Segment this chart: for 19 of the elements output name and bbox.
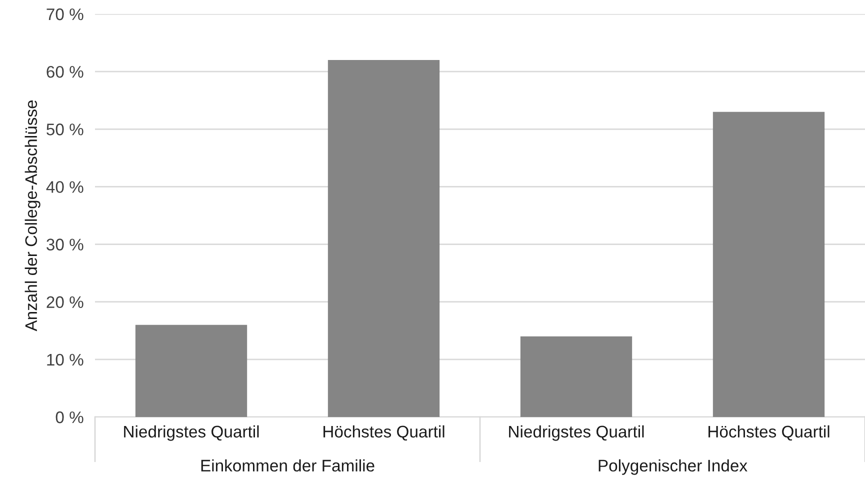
y-tick-label: 30 % — [46, 238, 84, 250]
bar — [328, 60, 440, 417]
y-tick-label: 0 % — [56, 411, 84, 424]
x-tick-label: Höchstes Quartil — [324, 425, 444, 441]
y-axis-title: Anzahl der College-Abschlüsse — [24, 100, 40, 332]
bar — [135, 324, 248, 417]
x-tick-label: Niedrigstes Quartil — [509, 425, 644, 441]
y-tick-label: 20 % — [46, 296, 84, 308]
x-tick-label: Niedrigstes Quartil — [124, 425, 259, 441]
bar — [712, 112, 825, 417]
text: Polygenischer Index — [598, 459, 748, 475]
y-tick-label: 50 % — [46, 124, 84, 136]
y-tick-label: 10 % — [47, 354, 84, 366]
y-tick-label: 70 % — [46, 8, 84, 20]
text: Einkommen der Familie — [201, 459, 374, 472]
x-tick-label: Höchstes Quartil — [708, 425, 830, 441]
bar — [520, 336, 632, 417]
y-tick-label: 40 % — [46, 181, 84, 193]
y-tick-label: 60 % — [46, 66, 84, 78]
